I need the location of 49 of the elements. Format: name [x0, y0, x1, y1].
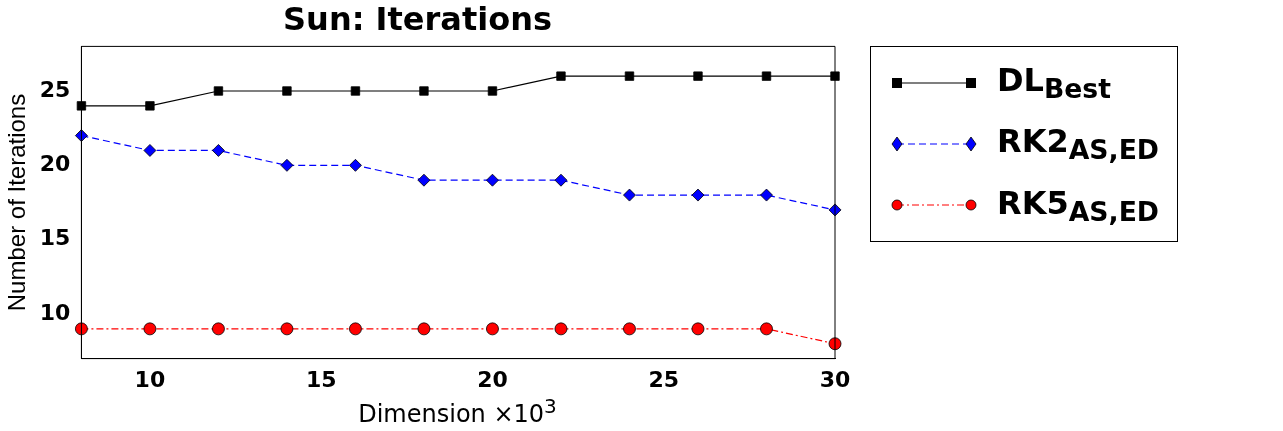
legend-label: DL$_{Best}$	[997, 61, 1111, 105]
point	[75, 322, 88, 336]
y-tick-label: 25	[39, 76, 71, 102]
point	[623, 188, 636, 202]
y-axis-title: Number of Iterations	[3, 93, 31, 312]
legend-label: RK2$_{AS,ED}$	[997, 122, 1159, 166]
x-tick-label: 25	[648, 366, 680, 392]
point	[419, 86, 429, 96]
point	[486, 322, 499, 336]
point	[76, 101, 87, 111]
legend-label: RK5$_{AS,ED}$	[997, 183, 1159, 228]
x-tick-label: 10	[134, 366, 166, 392]
x-axis-title: Dimension ×10$^{3}$	[357, 393, 558, 429]
point	[282, 86, 292, 96]
point	[760, 322, 773, 336]
point	[554, 173, 568, 187]
point	[556, 71, 566, 81]
y-tick-label: 10	[39, 299, 71, 325]
point	[760, 188, 773, 202]
point	[486, 173, 499, 187]
point	[143, 144, 157, 157]
point	[830, 71, 840, 81]
point	[417, 173, 431, 187]
y-tick-label: 15	[39, 225, 71, 251]
y-tick-label: 20	[39, 151, 71, 177]
chart-title: Sun: Iterations	[283, 0, 552, 38]
point	[761, 71, 772, 81]
point	[487, 86, 498, 96]
point	[693, 71, 703, 81]
point	[691, 322, 705, 336]
point	[691, 188, 705, 202]
x-tick-label: 30	[819, 366, 851, 392]
point	[280, 322, 294, 336]
point	[349, 322, 362, 336]
point	[350, 86, 361, 96]
point	[623, 322, 636, 336]
point	[554, 322, 568, 336]
point	[212, 322, 225, 336]
x-tick-label: 15	[305, 366, 337, 392]
x-tick-label: 20	[477, 366, 508, 392]
point	[417, 322, 431, 336]
point	[145, 101, 155, 111]
point	[349, 158, 362, 172]
point	[75, 129, 88, 142]
point	[143, 322, 157, 336]
point	[624, 71, 635, 81]
point	[212, 144, 225, 157]
point	[213, 86, 224, 96]
point	[280, 158, 294, 172]
